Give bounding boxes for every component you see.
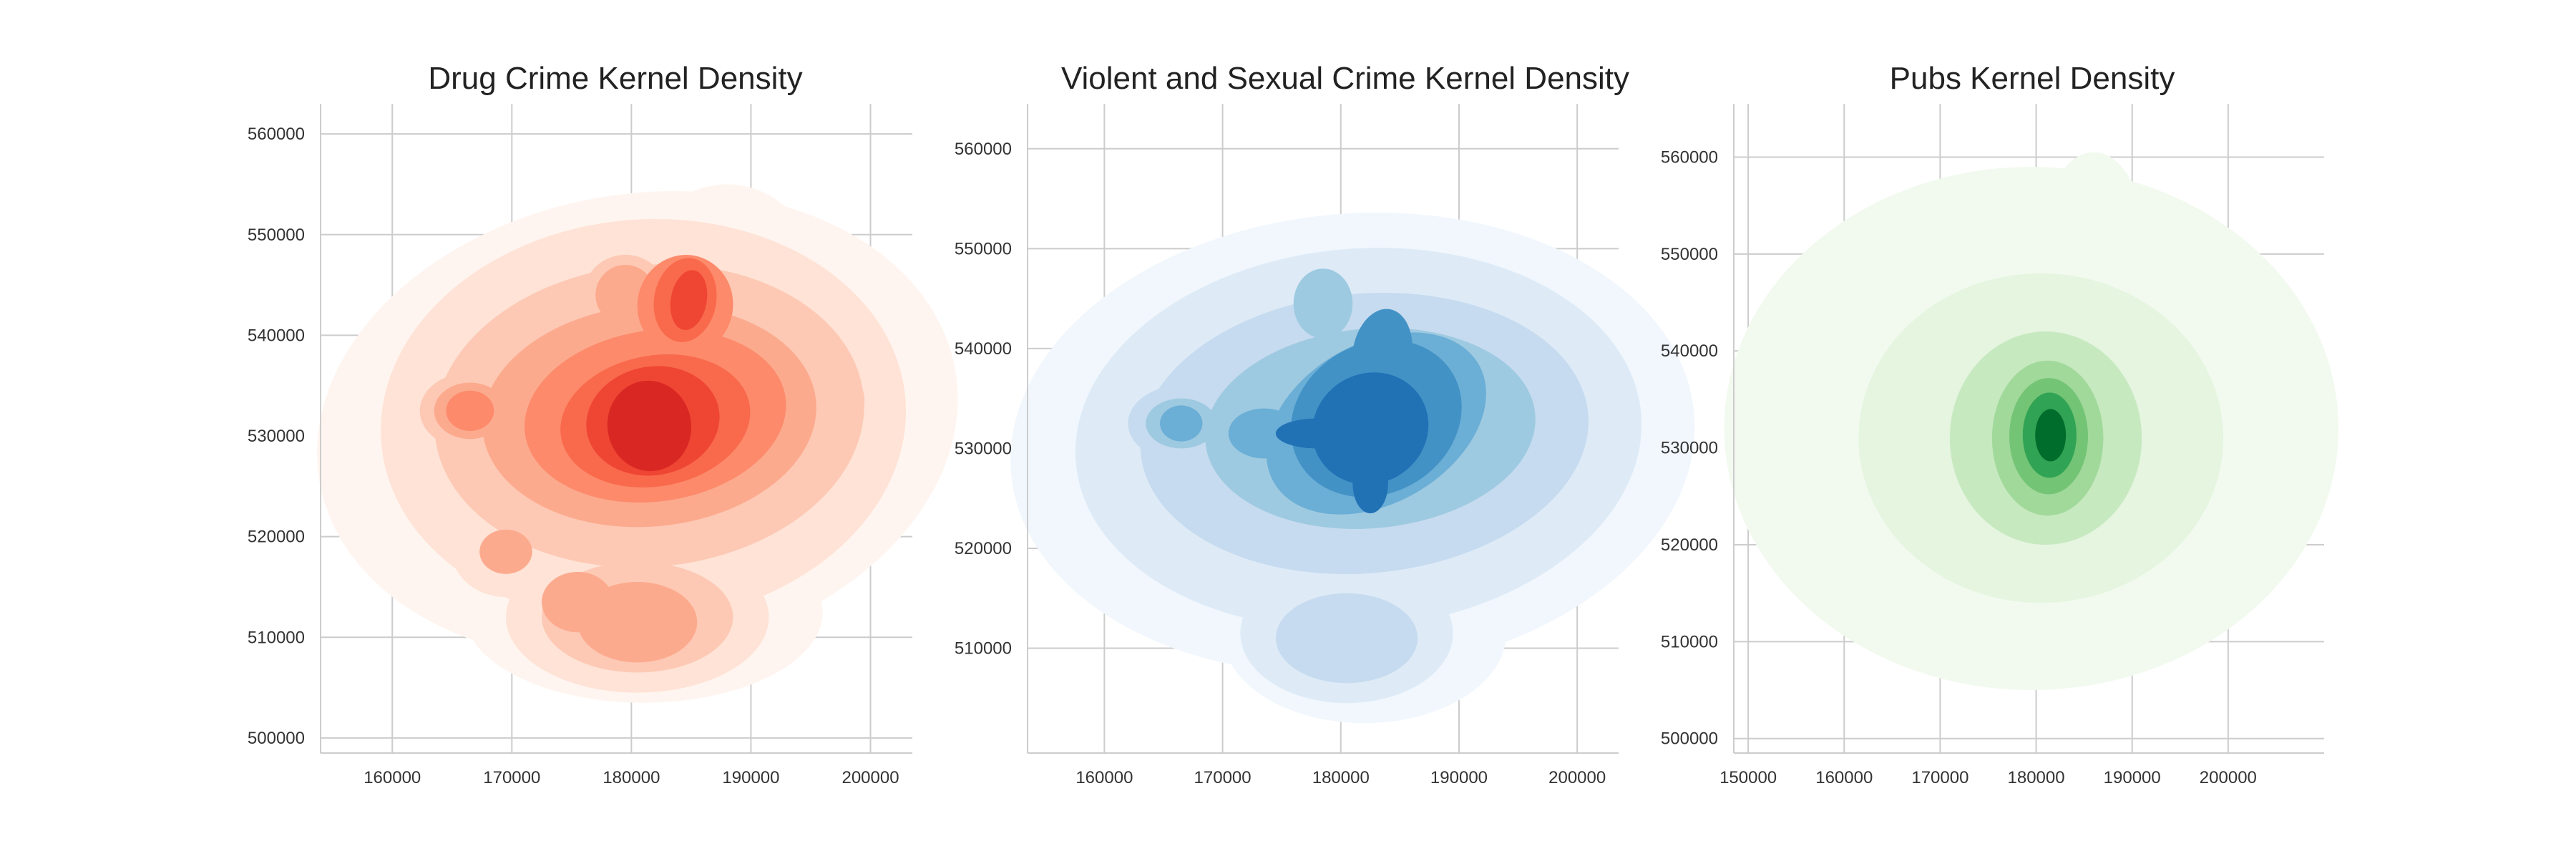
x-tick-label: 170000 <box>1911 768 1968 787</box>
density-contour-level-4 <box>479 529 532 574</box>
y-tick-label: 540000 <box>1661 341 1718 361</box>
x-tick-label: 180000 <box>1312 768 1370 787</box>
density-contour-level-4 <box>1293 268 1353 339</box>
y-tick-label: 510000 <box>955 639 1012 658</box>
y-tick-label: 520000 <box>955 539 1012 558</box>
chart-title-drug-crime: Drug Crime Kernel Density <box>428 61 803 96</box>
chart-title-pubs: Pubs Kernel Density <box>1889 61 2175 96</box>
y-tick-label: 520000 <box>1661 535 1718 555</box>
x-tick-label: 150000 <box>1719 768 1777 787</box>
axes-pubs: 150000 160000 170000 180000 190000 200000 5000… <box>1661 104 2339 787</box>
density-contour-level-7 <box>2035 409 2067 462</box>
y-tick-label: 560000 <box>955 140 1012 159</box>
x-tick-label: 160000 <box>1075 768 1133 787</box>
x-tick-label: 200000 <box>841 768 899 787</box>
density-contour-level-5 <box>1160 405 1203 442</box>
chart-title-violent-sexual-crime: Violent and Sexual Crime Kernel Density <box>1060 61 1630 96</box>
y-tick-label: 560000 <box>248 125 305 144</box>
density-contour-level-5 <box>1228 408 1299 459</box>
y-tick-label: 540000 <box>955 339 1012 359</box>
x-tick-label: 190000 <box>2104 768 2161 787</box>
x-tick-label: 200000 <box>1548 768 1606 787</box>
y-tick-label: 560000 <box>1661 147 1718 167</box>
density-contour-level-7 <box>1352 453 1388 514</box>
density-contour-level-7 <box>1275 418 1359 449</box>
x-tick-label: 160000 <box>364 768 421 787</box>
y-tick-label: 550000 <box>1661 245 1718 264</box>
x-tick-label: 160000 <box>1815 768 1873 787</box>
x-tick-label: 180000 <box>602 768 660 787</box>
y-tick-label: 510000 <box>248 628 305 647</box>
x-tick-label: 190000 <box>1430 768 1488 787</box>
y-tick-label: 550000 <box>955 239 1012 258</box>
y-tick-label: 530000 <box>955 439 1012 458</box>
y-tick-label: 550000 <box>248 225 305 245</box>
density-contour-level-1 <box>2045 152 2142 308</box>
y-tick-label: 500000 <box>248 729 305 748</box>
y-tick-label: 530000 <box>248 427 305 446</box>
y-tick-label: 500000 <box>1661 729 1718 749</box>
y-tick-label: 510000 <box>1661 632 1718 651</box>
y-tick-label: 520000 <box>248 528 305 547</box>
density-contour-level-3 <box>1275 593 1418 684</box>
axes-drug-crime: 160000 170000 180000 190000 200000 500000 5100… <box>248 104 958 787</box>
density-contour-level-4 <box>542 571 614 633</box>
axes-violent-sexual-crime: 160000 170000 180000 190000 200000 510000 5200… <box>955 104 1695 787</box>
y-tick-label: 530000 <box>1661 439 1718 458</box>
density-contour-level-5 <box>446 390 494 432</box>
x-tick-label: 180000 <box>2008 768 2065 787</box>
density-contour-level-7 <box>670 270 708 330</box>
y-tick-label: 540000 <box>248 326 305 345</box>
density-contour-level-7 <box>1312 372 1429 485</box>
x-tick-label: 170000 <box>1194 768 1252 787</box>
x-tick-label: 190000 <box>722 768 779 787</box>
density-contour-level-8 <box>607 380 692 472</box>
x-tick-label: 200000 <box>2200 768 2257 787</box>
x-tick-label: 170000 <box>483 768 540 787</box>
